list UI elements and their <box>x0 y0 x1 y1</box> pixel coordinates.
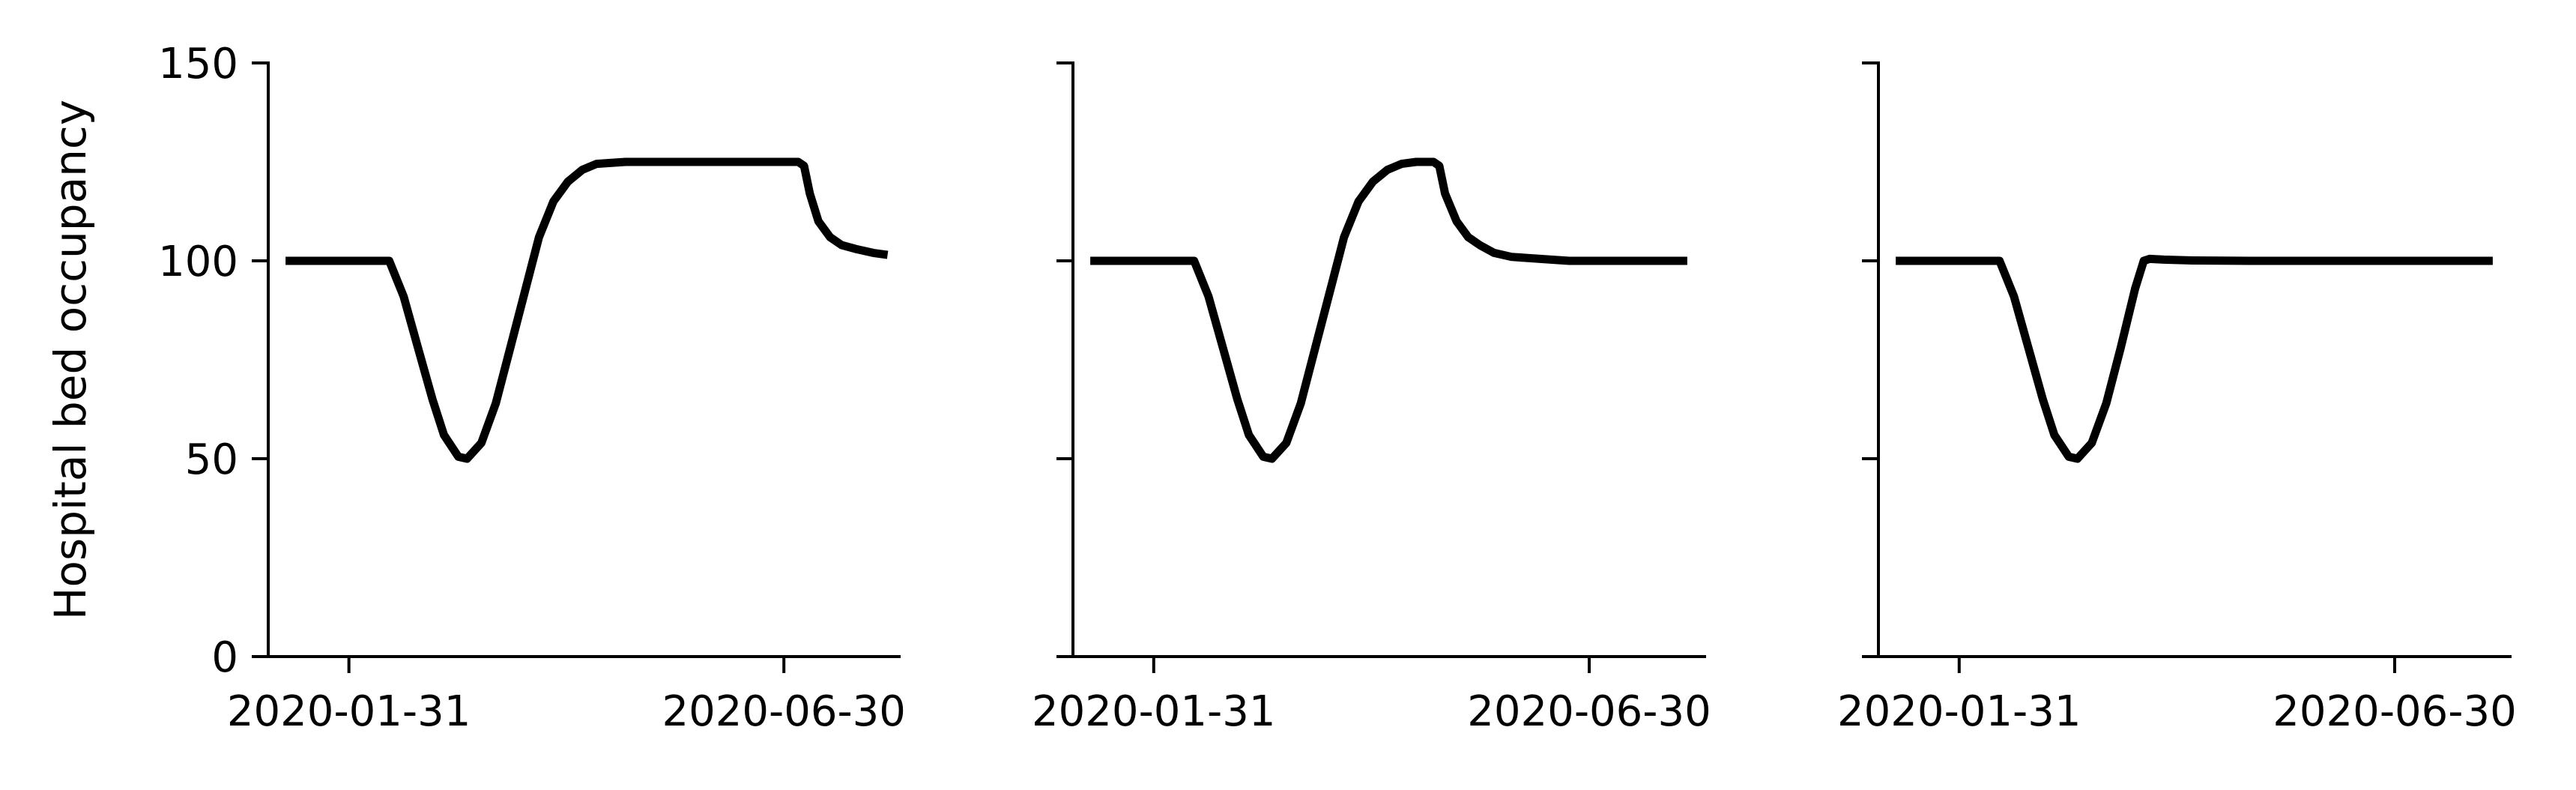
series-line <box>1090 157 1687 463</box>
series-line <box>285 157 889 463</box>
y-tick-label: 150 <box>158 40 238 88</box>
panel-1: 0 50 100 150 2020-01-31 2020-06-30 <box>158 40 906 736</box>
y-tick-label: 100 <box>158 238 238 286</box>
x-tick-label: 2020-01-31 <box>1032 687 1275 736</box>
x-tick-label: 2020-01-31 <box>227 687 471 736</box>
y-tick-label: 0 <box>211 633 238 682</box>
y-axis-label: Hospital bed occupancy <box>45 100 96 620</box>
x-tick-label: 2020-06-30 <box>662 687 905 736</box>
x-tick-label: 2020-06-30 <box>1467 687 1711 736</box>
x-tick-label: 2020-01-31 <box>1837 687 2081 736</box>
panel-2: 2020-01-31 2020-06-30 <box>1032 61 1711 736</box>
panel-3: 2020-01-31 2020-06-30 <box>1837 61 2517 736</box>
x-tick-label: 2020-06-30 <box>2273 687 2516 736</box>
y-tick-label: 50 <box>185 435 238 484</box>
series-line <box>1896 254 2493 463</box>
